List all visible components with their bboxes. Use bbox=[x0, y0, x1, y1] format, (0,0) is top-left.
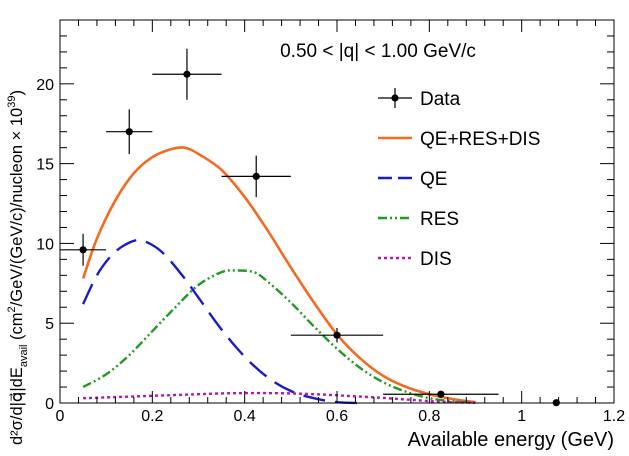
data-marker bbox=[252, 172, 260, 180]
series-line-res bbox=[82, 269, 476, 404]
legend-entry-res: RES bbox=[378, 209, 459, 230]
y-tick-label: 20 bbox=[36, 77, 54, 94]
x-tick-label: 0.8 bbox=[418, 408, 440, 425]
legend-label: RES bbox=[420, 209, 459, 230]
legend-label: Data bbox=[420, 89, 461, 110]
series-layer bbox=[81, 146, 476, 405]
x-tick-label: 0.4 bbox=[234, 408, 256, 425]
data-marker bbox=[437, 390, 445, 398]
data-point bbox=[60, 233, 107, 266]
x-tick-label: 1 bbox=[517, 408, 526, 425]
y-tick-label: 10 bbox=[36, 236, 54, 253]
legend-label: QE+RES+DIS bbox=[420, 129, 540, 150]
y-tick-label: 15 bbox=[36, 157, 54, 174]
legend-marker bbox=[391, 94, 399, 102]
legend-label: DIS bbox=[420, 249, 452, 270]
data-point bbox=[383, 390, 499, 398]
x-tick-label: 1.2 bbox=[603, 408, 625, 425]
data-point bbox=[106, 109, 153, 155]
series-line-dis bbox=[83, 391, 476, 404]
legend: Data QE+RES+DIS QE RES DIS bbox=[378, 88, 540, 270]
x-tick-label: 0.6 bbox=[326, 408, 348, 425]
legend-entry-dis: DIS bbox=[378, 249, 452, 270]
series-line-qe-res-dis bbox=[81, 146, 476, 404]
data-points-layer bbox=[60, 48, 560, 407]
y-axis-label: d²σ/d|q⃗|dEavail (cm2/GeV/(GeV/c)/nucleo… bbox=[6, 90, 30, 445]
legend-entry-data: Data bbox=[378, 88, 461, 110]
y-axis-label-text: d²σ/d|q⃗|dEavail (cm2/GeV/(GeV/c)/nucleo… bbox=[6, 90, 30, 445]
data-marker bbox=[79, 246, 87, 254]
data-marker bbox=[125, 128, 133, 136]
x-tick-label: 0 bbox=[56, 408, 65, 425]
data-marker bbox=[183, 70, 191, 78]
data-point bbox=[152, 48, 222, 100]
data-marker bbox=[333, 331, 341, 339]
legend-label: QE bbox=[420, 169, 447, 190]
data-point bbox=[290, 327, 384, 343]
x-axis-label: Available energy (GeV) bbox=[408, 429, 614, 451]
plot-frame bbox=[59, 19, 615, 404]
data-point bbox=[221, 155, 291, 198]
x-tick-label: 0.2 bbox=[141, 408, 163, 425]
kinematic-range-annotation: 0.50 < |q| < 1.00 GeV/c bbox=[280, 41, 476, 62]
legend-entry-qe: QE bbox=[378, 169, 447, 190]
legend-entry-qe-res-dis: QE+RES+DIS bbox=[378, 129, 540, 150]
axes-layer: 0 0.2 0.4 0.6 0.8 1 1.2 0 5 10 15 20 bbox=[36, 19, 625, 425]
y-tick-label: 0 bbox=[45, 396, 54, 413]
y-tick-label: 5 bbox=[45, 316, 54, 333]
series-line-qe bbox=[82, 238, 361, 405]
